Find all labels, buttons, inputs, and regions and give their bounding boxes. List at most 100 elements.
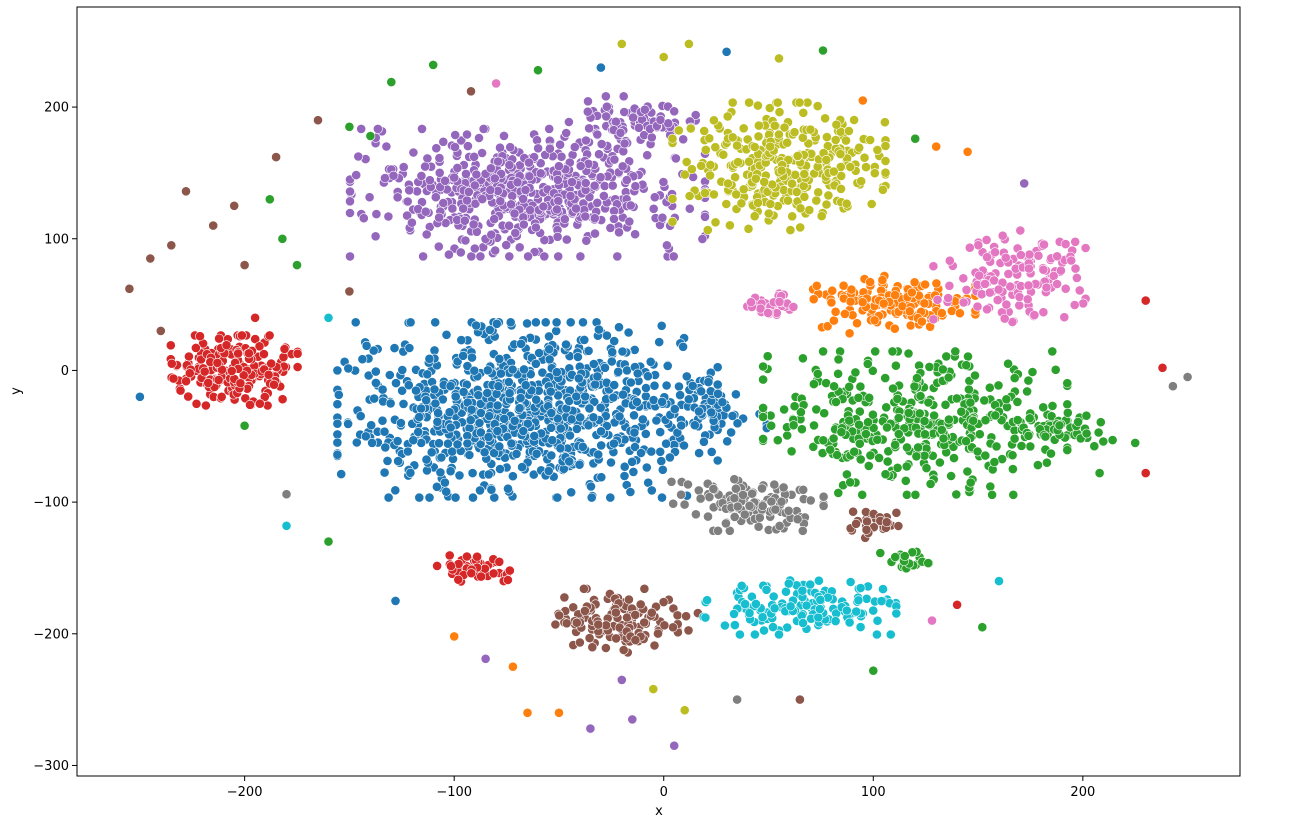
data-point — [658, 597, 669, 607]
data-point — [676, 420, 687, 431]
data-point — [718, 149, 729, 160]
data-point — [531, 448, 542, 459]
data-point — [545, 143, 555, 154]
data-point — [523, 251, 533, 262]
data-point — [927, 615, 937, 626]
data-point — [226, 366, 237, 376]
data-point — [593, 449, 604, 460]
data-point — [659, 620, 670, 631]
data-point — [795, 694, 805, 705]
data-point — [673, 125, 684, 136]
data-point — [200, 400, 211, 411]
data-point — [1060, 283, 1071, 294]
data-point — [364, 192, 375, 203]
data-point — [984, 382, 995, 393]
data-point — [424, 492, 435, 503]
data-point — [380, 442, 391, 453]
data-point — [491, 78, 501, 89]
data-point — [166, 240, 177, 251]
y-tick-label: −100 — [33, 496, 69, 511]
data-point — [429, 384, 440, 395]
data-point — [422, 369, 433, 380]
data-point — [250, 312, 260, 323]
data-point — [454, 470, 465, 481]
data-point — [1015, 225, 1026, 236]
data-point — [994, 576, 1004, 586]
data-point — [958, 273, 969, 284]
data-point — [402, 210, 412, 221]
data-point — [990, 410, 1001, 421]
data-point — [370, 366, 381, 377]
data-point — [450, 391, 461, 402]
data-point — [195, 331, 205, 342]
data-point — [768, 591, 779, 602]
data-point — [565, 430, 575, 441]
data-point — [1009, 373, 1020, 383]
data-point — [495, 196, 506, 207]
data-point — [854, 406, 865, 417]
data-point — [738, 489, 748, 500]
data-point — [462, 195, 472, 206]
data-point — [554, 707, 564, 718]
data-point — [593, 619, 604, 630]
data-point — [493, 156, 503, 167]
data-point — [1107, 435, 1118, 445]
data-point — [1008, 489, 1019, 500]
data-point — [1089, 441, 1100, 452]
data-point — [841, 198, 852, 209]
data-point — [665, 452, 675, 463]
data-point — [468, 492, 478, 503]
data-point — [757, 483, 767, 494]
data-point — [851, 518, 861, 529]
data-point — [511, 448, 522, 459]
data-point — [727, 410, 738, 421]
data-point — [763, 208, 774, 219]
data-point — [245, 399, 255, 410]
data-point — [872, 615, 883, 626]
data-point — [452, 162, 463, 173]
data-point — [861, 593, 872, 604]
data-point — [782, 430, 793, 441]
data-point — [492, 425, 503, 436]
data-point — [865, 135, 876, 145]
data-point — [592, 129, 603, 140]
data-point — [531, 358, 541, 369]
data-point — [964, 384, 974, 395]
data-point — [830, 616, 841, 626]
data-point — [796, 407, 806, 418]
data-point — [798, 353, 808, 364]
data-point — [980, 415, 991, 426]
data-point — [1046, 411, 1057, 422]
data-point — [841, 605, 852, 616]
data-point — [759, 625, 769, 636]
data-point — [683, 479, 693, 490]
data-point — [1081, 410, 1092, 421]
data-point — [684, 203, 695, 214]
data-point — [855, 454, 866, 465]
data-point — [826, 297, 837, 308]
data-point — [449, 631, 460, 642]
data-point — [134, 391, 145, 402]
data-point — [517, 462, 527, 472]
data-point — [881, 517, 892, 528]
data-point — [1023, 430, 1034, 441]
data-point — [797, 525, 808, 536]
data-point — [875, 548, 886, 558]
data-point — [1001, 394, 1012, 405]
data-point — [609, 438, 619, 449]
data-point — [657, 492, 667, 503]
data-point — [671, 153, 681, 164]
data-point — [183, 351, 194, 362]
data-point — [658, 52, 669, 62]
data-point — [485, 185, 496, 195]
data-point — [1016, 250, 1026, 260]
data-point — [292, 362, 303, 372]
data-point — [452, 439, 463, 450]
data-point — [649, 192, 660, 203]
data-point — [880, 469, 891, 480]
data-point — [1025, 441, 1036, 452]
data-point — [191, 398, 202, 409]
data-point — [890, 290, 900, 300]
data-point — [833, 368, 843, 379]
data-point — [694, 448, 704, 458]
